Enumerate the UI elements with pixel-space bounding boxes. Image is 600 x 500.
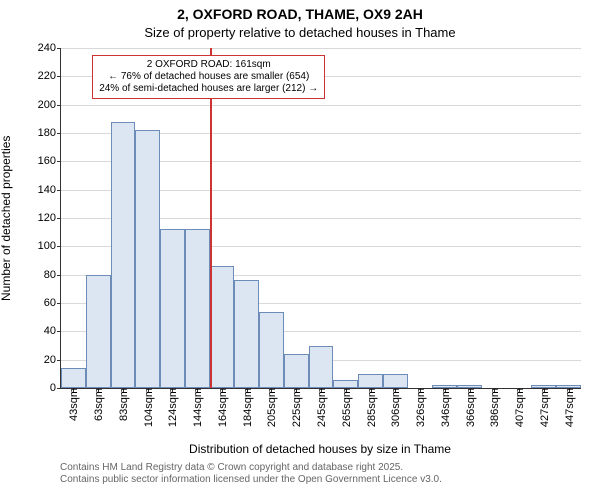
histogram-bar	[259, 312, 284, 389]
histogram-bar	[160, 229, 185, 388]
histogram-bar	[234, 280, 259, 388]
histogram-bar	[309, 346, 334, 389]
gridline	[61, 105, 581, 106]
annotation-box: 2 OXFORD ROAD: 161sqm ← 76% of detached …	[92, 55, 325, 99]
annotation-line1: 2 OXFORD ROAD: 161sqm	[99, 59, 318, 71]
xtick-label: 184sqm	[240, 388, 254, 427]
xtick-label: 83sqm	[116, 388, 130, 421]
histogram-bar	[185, 229, 210, 388]
chart-subtitle: Size of property relative to detached ho…	[0, 23, 600, 40]
histogram-bar	[86, 275, 111, 388]
chart-title: 2, OXFORD ROAD, THAME, OX9 2AH	[0, 0, 600, 23]
plot-area: 02040608010012014016018020022024043sqm63…	[60, 48, 581, 389]
xtick-label: 43sqm	[66, 388, 80, 421]
xtick-label: 427sqm	[537, 388, 551, 427]
histogram-bar	[383, 374, 408, 388]
xtick-label: 205sqm	[264, 388, 278, 427]
reference-line	[210, 48, 212, 388]
ytick-label: 160	[38, 155, 61, 167]
xtick-label: 285sqm	[364, 388, 378, 427]
histogram-bar	[135, 130, 160, 388]
annotation-line3: 24% of semi-detached houses are larger (…	[99, 83, 318, 95]
ytick-label: 20	[44, 354, 61, 366]
xtick-label: 346sqm	[438, 388, 452, 427]
footer-note: Contains HM Land Registry data © Crown c…	[60, 462, 442, 486]
xtick-label: 386sqm	[487, 388, 501, 427]
annotation-line2: ← 76% of detached houses are smaller (65…	[99, 71, 318, 83]
footer-line1: Contains HM Land Registry data © Crown c…	[60, 462, 442, 474]
histogram-bar	[111, 122, 136, 388]
ytick-label: 100	[38, 240, 61, 252]
xtick-label: 124sqm	[165, 388, 179, 427]
xtick-label: 447sqm	[562, 388, 576, 427]
histogram-bar	[210, 266, 235, 388]
yaxis-label: Number of detached properties	[0, 135, 13, 300]
ytick-label: 0	[50, 382, 61, 394]
xtick-label: 326sqm	[413, 388, 427, 427]
xtick-label: 164sqm	[215, 388, 229, 427]
xtick-label: 407sqm	[512, 388, 526, 427]
xtick-label: 265sqm	[339, 388, 353, 427]
xtick-label: 366sqm	[463, 388, 477, 427]
xtick-label: 245sqm	[314, 388, 328, 427]
xtick-label: 144sqm	[190, 388, 204, 427]
gridline	[61, 48, 581, 49]
ytick-label: 40	[44, 325, 61, 337]
footer-line2: Contains public sector information licen…	[60, 474, 442, 486]
ytick-label: 120	[38, 212, 61, 224]
xtick-label: 225sqm	[289, 388, 303, 427]
ytick-label: 180	[38, 127, 61, 139]
histogram-bar	[358, 374, 383, 388]
xtick-label: 104sqm	[141, 388, 155, 427]
xtick-label: 306sqm	[388, 388, 402, 427]
ytick-label: 200	[38, 99, 61, 111]
chart-container: 2, OXFORD ROAD, THAME, OX9 2AH Size of p…	[0, 0, 600, 500]
histogram-bar	[284, 354, 309, 388]
ytick-label: 220	[38, 70, 61, 82]
xtick-label: 63sqm	[91, 388, 105, 421]
xaxis-label: Distribution of detached houses by size …	[189, 442, 451, 456]
histogram-bar	[61, 368, 86, 388]
histogram-bar	[333, 380, 358, 389]
ytick-label: 140	[38, 184, 61, 196]
ytick-label: 240	[38, 42, 61, 54]
ytick-label: 60	[44, 297, 61, 309]
ytick-label: 80	[44, 269, 61, 281]
